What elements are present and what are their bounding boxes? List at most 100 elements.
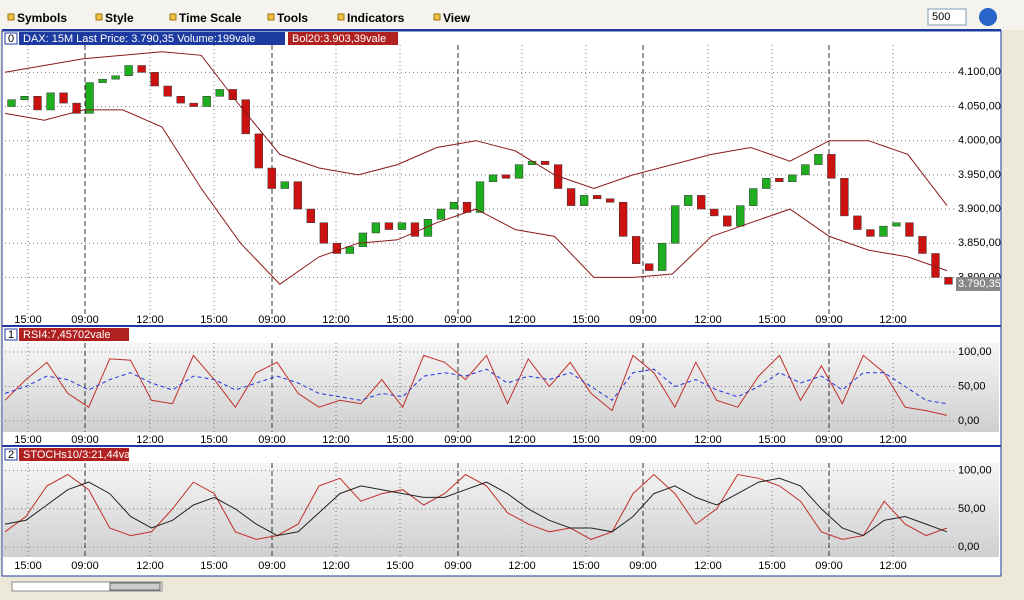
menu-icon [7, 13, 15, 21]
candle [566, 188, 576, 206]
candle [306, 208, 315, 223]
menu-bar [0, 0, 1024, 30]
panel-label-bg [19, 328, 129, 341]
candle [618, 201, 628, 237]
candle [293, 181, 302, 210]
x-tick-label: 09:00 [71, 434, 99, 446]
indicator-line [4, 368, 948, 405]
candle [671, 205, 680, 244]
indicator-line [4, 473, 948, 540]
menu-item[interactable]: View [443, 11, 471, 25]
x-tick-label: 15:00 [200, 314, 228, 326]
candle [384, 222, 394, 230]
y-tick-label: 50,00 [958, 503, 986, 515]
x-tick-label: 09:00 [629, 434, 657, 446]
candle [20, 96, 29, 100]
candle [189, 102, 198, 107]
panel-label-bg [19, 32, 285, 45]
x-tick-label: 15:00 [14, 434, 42, 446]
menu-item[interactable]: Indicators [347, 11, 405, 25]
indicator-line [4, 51, 948, 206]
menu-item[interactable]: Time Scale [179, 11, 242, 25]
y-tick-label: 100,00 [958, 346, 992, 358]
menu-icon [267, 13, 275, 21]
candle [202, 96, 211, 107]
x-tick-label: 15:00 [572, 314, 600, 326]
candle [410, 222, 420, 237]
candle [736, 205, 745, 227]
x-tick-label: 09:00 [629, 314, 657, 326]
y-tick-label: 0,00 [958, 541, 979, 553]
candle [85, 82, 94, 114]
x-tick-label: 15:00 [758, 314, 786, 326]
candle [137, 65, 146, 73]
x-tick-label: 12:00 [694, 560, 722, 572]
last-price-label: 3.790,35 [958, 278, 1001, 290]
panel-label: RSI4:7,45702vale [23, 329, 110, 341]
candle [827, 154, 836, 179]
candle [345, 246, 355, 254]
x-tick-label: 12:00 [322, 434, 350, 446]
candle [514, 164, 524, 179]
candle [840, 178, 849, 217]
candle [371, 222, 381, 234]
x-tick-label: 12:00 [508, 314, 536, 326]
menu-item[interactable]: Symbols [17, 11, 67, 25]
panel-index: 2 [8, 449, 14, 461]
indicator-line [4, 477, 948, 537]
candle [111, 75, 120, 80]
scroll-thumb[interactable] [109, 582, 161, 591]
x-tick-label: 15:00 [572, 434, 600, 446]
panel-bg [3, 463, 999, 557]
refresh-button[interactable] [979, 8, 997, 26]
menu-item[interactable]: Tools [277, 11, 308, 25]
y-tick-label: 100,00 [958, 465, 992, 477]
x-tick-label: 12:00 [322, 314, 350, 326]
y-tick-label: 3.850,00 [958, 237, 1001, 249]
candle [163, 85, 172, 97]
x-tick-label: 15:00 [200, 434, 228, 446]
candle [788, 174, 797, 182]
candle [879, 225, 888, 237]
x-tick-label: 12:00 [322, 560, 350, 572]
x-tick-label: 15:00 [758, 560, 786, 572]
scrollbar[interactable] [11, 581, 163, 592]
candle [46, 92, 55, 111]
x-tick-label: 09:00 [815, 434, 843, 446]
candle [684, 195, 693, 206]
candle [7, 99, 16, 107]
candle [228, 89, 237, 100]
x-tick-label: 12:00 [879, 314, 907, 326]
candle [723, 215, 732, 227]
x-tick-label: 12:00 [879, 560, 907, 572]
bars-input-text: 500 [932, 11, 950, 23]
candle [697, 195, 706, 210]
candle [592, 195, 602, 200]
menu-icon [433, 13, 441, 21]
bars-input[interactable] [927, 8, 967, 26]
candle [319, 222, 328, 244]
candle [358, 232, 368, 247]
candle [449, 201, 459, 210]
candle [762, 178, 771, 189]
menu-item[interactable]: Style [105, 11, 134, 25]
x-tick-label: 15:00 [14, 560, 42, 572]
candle [749, 188, 758, 206]
panel-label-bg [19, 448, 129, 461]
panel-index: 0 [8, 33, 14, 45]
x-tick-label: 12:00 [136, 314, 164, 326]
last-price-tag [956, 277, 1000, 292]
x-tick-label: 15:00 [200, 560, 228, 572]
candle [488, 174, 498, 182]
menu-icon [95, 13, 103, 21]
candle [944, 277, 953, 285]
x-tick-label: 15:00 [14, 314, 42, 326]
candle [33, 96, 42, 111]
x-tick-label: 09:00 [444, 314, 472, 326]
menu-icon [337, 13, 345, 21]
x-tick-label: 15:00 [386, 560, 414, 572]
candle [59, 92, 68, 104]
candle [540, 160, 550, 165]
x-tick-label: 09:00 [444, 560, 472, 572]
